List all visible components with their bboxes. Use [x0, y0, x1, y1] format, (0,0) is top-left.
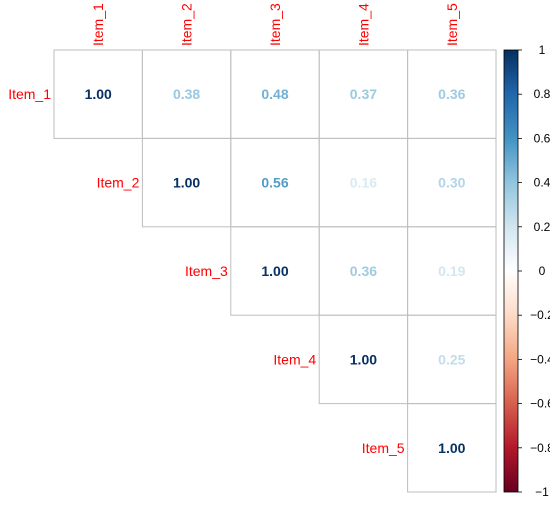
colorbar: 1 0.8 0.6 0.4 0.2 0 −0.2 −0.4 −0.6 −0.8 −1	[503, 43, 550, 499]
cell-value: 0.38	[173, 86, 200, 102]
row-label: Item_4	[273, 351, 316, 367]
cell-value: 0.36	[438, 86, 465, 102]
colorbar-tick-label: 0.6	[534, 131, 550, 145]
cell-value: 0.48	[261, 86, 288, 102]
cell-value: 0.25	[438, 351, 465, 367]
colorbar-tick-label: 0	[539, 264, 546, 278]
colorbar-tick-label: 0.2	[534, 220, 550, 234]
cell-values: 1.00 0.38 0.48 0.37 0.36 1.00 0.56 0.16 0.30 1.00…	[85, 86, 466, 456]
colorbar-tick-label: −1	[535, 485, 549, 499]
row-label: Item_2	[97, 175, 140, 191]
cell-value: 0.19	[438, 263, 465, 279]
row-label: Item_5	[362, 440, 405, 456]
colorbar-gradient	[503, 49, 519, 493]
cell-value: 1.00	[438, 440, 465, 456]
grid	[53, 49, 497, 493]
colorbar-tick-label: −0.2	[530, 308, 550, 322]
cell-value: 0.30	[438, 175, 465, 191]
cell-value: 0.56	[261, 175, 288, 191]
cell-value: 0.37	[350, 86, 377, 102]
column-label: Item_4	[355, 3, 371, 46]
cell-value: 1.00	[173, 175, 200, 191]
cell-value: 1.00	[350, 351, 377, 367]
column-label: Item_5	[444, 3, 460, 46]
cell-value: 1.00	[261, 263, 288, 279]
colorbar-tick-label: −0.8	[530, 441, 550, 455]
column-label: Item_3	[267, 3, 283, 46]
colorbar-tick-label: 0.4	[534, 176, 550, 190]
column-label: Item_1	[90, 3, 106, 46]
column-labels: Item_1 Item_2 Item_3 Item_4 Item_5	[90, 3, 460, 46]
row-label: Item_3	[185, 263, 228, 279]
column-label: Item_2	[179, 3, 195, 46]
row-labels: Item_1 Item_2 Item_3 Item_4 Item_5	[8, 86, 405, 456]
colorbar-tick-label: −0.6	[530, 397, 550, 411]
row-label: Item_1	[8, 86, 51, 102]
cell-value: 0.36	[350, 263, 377, 279]
colorbar-tick-label: 0.8	[534, 87, 550, 101]
colorbar-tick-label: −0.4	[530, 352, 550, 366]
cell-value: 1.00	[85, 86, 112, 102]
cell-5-5	[407, 403, 497, 493]
cell-value: 0.16	[350, 175, 377, 191]
colorbar-tick-label: 1	[539, 43, 546, 57]
